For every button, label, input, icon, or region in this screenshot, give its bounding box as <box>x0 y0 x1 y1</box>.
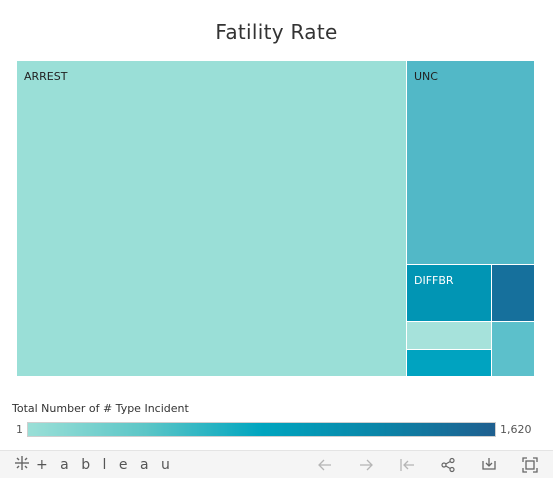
legend-title: Total Number of # Type Incident <box>12 402 189 415</box>
treemap-tile-7[interactable] <box>407 350 491 376</box>
tableau-logo-text: + a b l e a u <box>36 457 174 473</box>
tableau-plus-icon <box>14 455 30 475</box>
treemap-tile-arrest[interactable] <box>17 61 406 376</box>
undo-button[interactable] <box>315 455 335 475</box>
treemap-tile-label: UNC <box>414 70 438 83</box>
legend-min-label: 1 <box>16 423 23 436</box>
treemap-tile-unc[interactable] <box>407 61 534 264</box>
chart-title: Fatility Rate <box>215 20 338 44</box>
legend-max-label: 1,620 <box>500 423 532 436</box>
tableau-logo[interactable]: + a b l e a u <box>14 455 174 475</box>
download-icon <box>482 458 496 470</box>
treemap-tile-4[interactable] <box>492 265 534 321</box>
revert-button[interactable] <box>397 455 417 475</box>
share-button[interactable] <box>438 455 458 475</box>
treemap: ARREST UNC DIFFBR <box>17 61 534 376</box>
revert-icon <box>400 459 414 471</box>
arrow-right-icon <box>360 459 373 471</box>
treemap-tile-6[interactable] <box>492 322 534 376</box>
share-icon <box>441 457 455 473</box>
fullscreen-icon <box>522 457 538 473</box>
arrow-left-icon <box>318 459 331 471</box>
legend-color-bar <box>27 422 496 437</box>
treemap-tile-label: DIFFBR <box>414 274 454 287</box>
tableau-toolbar: + a b l e a u <box>0 450 553 478</box>
redo-button[interactable] <box>356 455 376 475</box>
download-button[interactable] <box>479 455 499 475</box>
treemap-tile-5[interactable] <box>407 322 491 349</box>
fullscreen-button[interactable] <box>520 455 540 475</box>
treemap-tile-diffbr[interactable] <box>407 265 491 321</box>
treemap-tile-label: ARREST <box>24 70 68 83</box>
